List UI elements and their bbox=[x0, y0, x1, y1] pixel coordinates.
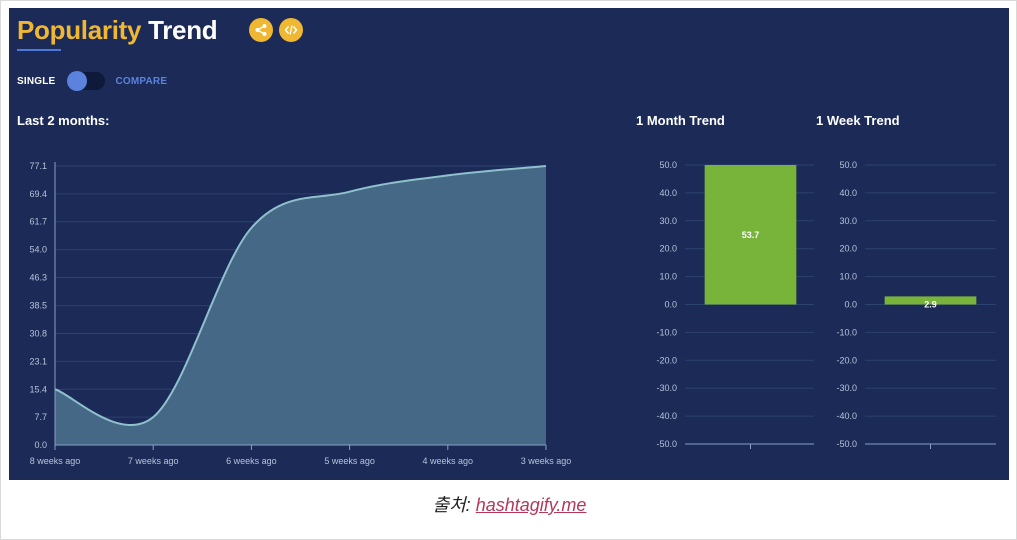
mode-toggle-row: SINGLE COMPARE bbox=[17, 71, 167, 91]
source-caption: 출처: hashtagify.me bbox=[1, 491, 1017, 517]
y-tick-label: -10.0 bbox=[836, 327, 857, 337]
y-tick-label: 50.0 bbox=[839, 160, 857, 170]
y-tick-label: -50.0 bbox=[836, 439, 857, 449]
y-tick-label: -40.0 bbox=[656, 411, 677, 421]
y-tick-label: 15.4 bbox=[29, 384, 47, 394]
x-tick-label: 6 weeks ago bbox=[226, 456, 277, 466]
y-tick-label: 0.0 bbox=[34, 440, 47, 450]
y-tick-label: 0.0 bbox=[844, 300, 857, 310]
y-tick-label: -10.0 bbox=[656, 327, 677, 337]
y-tick-label: 69.4 bbox=[29, 189, 47, 199]
y-tick-label: 10.0 bbox=[659, 272, 677, 282]
x-tick-label: 7 weeks ago bbox=[128, 456, 179, 466]
one-week-trend-title: 1 Week Trend bbox=[816, 113, 900, 128]
x-tick-label: 8 weeks ago bbox=[30, 456, 81, 466]
y-tick-label: -30.0 bbox=[656, 383, 677, 393]
y-tick-label: 77.1 bbox=[29, 161, 47, 171]
single-mode-label[interactable]: SINGLE bbox=[17, 75, 56, 87]
one-month-trend-title: 1 Month Trend bbox=[636, 113, 725, 128]
y-tick-label: -40.0 bbox=[836, 411, 857, 421]
y-tick-label: 20.0 bbox=[659, 244, 677, 254]
x-tick-label: 5 weeks ago bbox=[324, 456, 375, 466]
share-icon[interactable] bbox=[249, 18, 273, 42]
one-month-trend-chart: 50.0 40.0 30.0 20.0 10.0 0.0 -10.0 -20.0 -30.0 -4… bbox=[656, 160, 814, 449]
y-tick-label: -30.0 bbox=[836, 383, 857, 393]
code-icon[interactable] bbox=[279, 18, 303, 42]
y-tick-label: 54.0 bbox=[29, 245, 47, 255]
x-tick-label: 4 weeks ago bbox=[423, 456, 474, 466]
toggle-knob[interactable] bbox=[67, 71, 88, 91]
popularity-trend-panel: Popularity Trend SINGLE bbox=[9, 8, 1009, 480]
last-2-months-chart: 0.0 7.7 15.4 23.1 30.8 38.5 46.3 54.0 61.7 69.4 77… bbox=[29, 161, 572, 466]
y-tick-label: -50.0 bbox=[656, 439, 677, 449]
y-tick-label: 7.7 bbox=[34, 412, 47, 422]
y-tick-label: 40.0 bbox=[659, 188, 677, 198]
title-part-popularity: Popularity bbox=[17, 15, 142, 45]
source-link[interactable]: hashtagify.me bbox=[475, 495, 587, 515]
y-tick-label: 30.0 bbox=[839, 216, 857, 226]
y-tick-label: 30.0 bbox=[659, 216, 677, 226]
y-tick-label: 61.7 bbox=[29, 217, 47, 227]
bar-data-label: 2.9 bbox=[924, 300, 937, 310]
y-tick-label: 30.8 bbox=[29, 329, 47, 339]
y-tick-label: 46.3 bbox=[29, 272, 47, 282]
y-tick-label: 38.5 bbox=[29, 301, 47, 311]
one-week-trend-chart: 50.0 40.0 30.0 20.0 10.0 0.0 -10.0 -20.0 -30.0 -4… bbox=[836, 160, 996, 449]
y-tick-label: -20.0 bbox=[836, 355, 857, 365]
title-part-trend: Trend bbox=[148, 15, 218, 45]
last-2-months-title: Last 2 months: bbox=[17, 113, 110, 128]
mode-toggle-switch[interactable] bbox=[67, 71, 106, 91]
series-line bbox=[54, 165, 547, 426]
y-tick-label: 10.0 bbox=[839, 272, 857, 282]
y-tick-label: -20.0 bbox=[656, 355, 677, 365]
y-tick-label: 20.0 bbox=[839, 244, 857, 254]
y-tick-label: 40.0 bbox=[839, 188, 857, 198]
page-title: Popularity Trend bbox=[17, 15, 218, 46]
y-tick-label: 0.0 bbox=[664, 300, 677, 310]
compare-mode-label[interactable]: COMPARE bbox=[115, 75, 168, 87]
title-underline bbox=[17, 49, 61, 51]
trend-bar bbox=[884, 296, 977, 305]
bar-data-label: 53.7 bbox=[742, 230, 760, 240]
trend-bar bbox=[704, 165, 797, 305]
y-tick-label: 23.1 bbox=[29, 356, 47, 366]
x-tick-label: 3 weeks ago bbox=[521, 456, 572, 466]
area-fill bbox=[55, 166, 546, 445]
y-tick-label: 50.0 bbox=[659, 160, 677, 170]
caption-prefix: 출처: bbox=[432, 495, 471, 515]
